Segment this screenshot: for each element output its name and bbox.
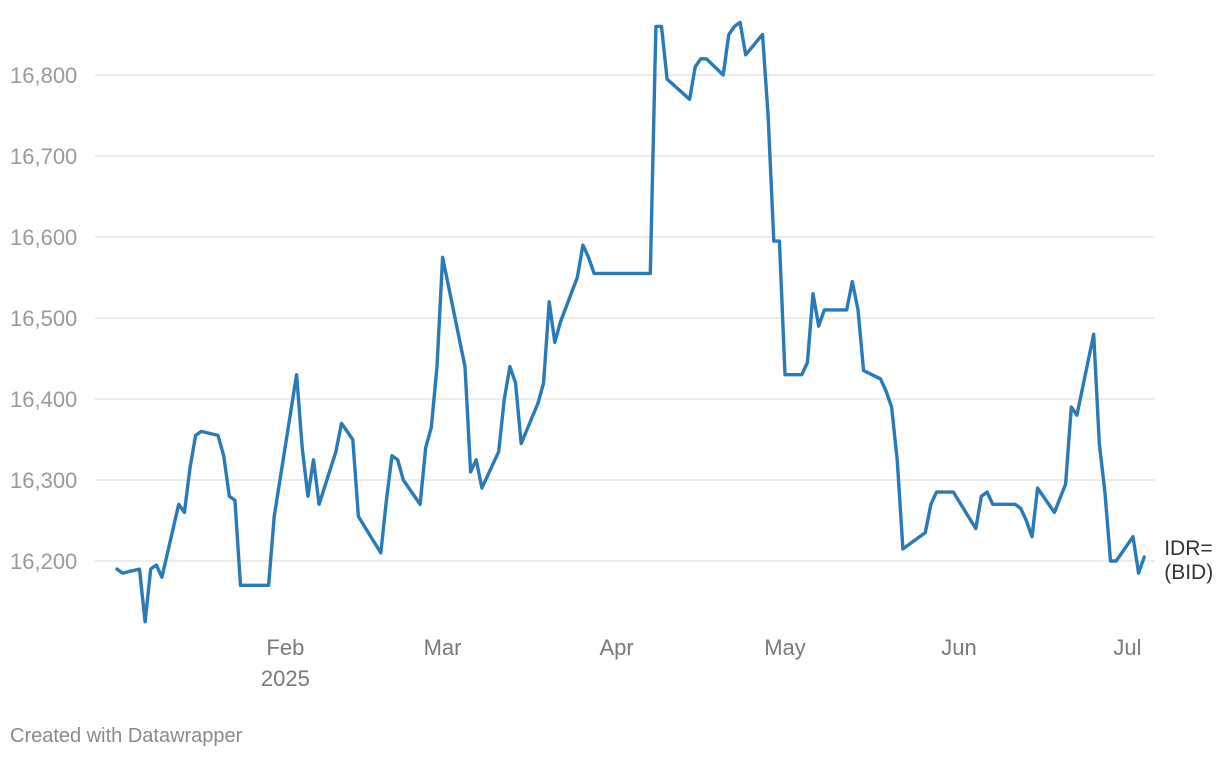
x-tick-sublabel-year: 2025 [261,666,310,691]
series-label-layer: IDR=(BID) [1164,537,1213,584]
y-axis-tick-labels: 16,200 16,300 16,400 16,500 16,600 16,700 16,8… [10,63,77,574]
y-tick-label-16200: 16,200 [10,549,77,574]
series-line-0 [115,20,1146,624]
x-axis-tick-labels: Feb 2025 Mar Apr May Jun Jul [261,635,1142,691]
x-tick-label-feb: Feb [266,635,304,660]
x-tick-label-jun: Jun [941,635,976,660]
x-tick-label-mar: Mar [424,635,462,660]
y-tick-label-16600: 16,600 [10,225,77,250]
x-tick-label-may: May [764,635,806,660]
series-layer [115,20,1146,624]
footer-credit: Created with Datawrapper [10,725,243,747]
x-tick-label-jul: Jul [1113,635,1141,660]
y-tick-label-16300: 16,300 [10,468,77,493]
grid-lines [95,74,1155,562]
y-tick-label-16700: 16,700 [10,144,77,169]
y-tick-label-16500: 16,500 [10,306,77,331]
x-tick-label-apr: Apr [599,635,633,660]
series-label-line-0: IDR= [1164,537,1212,560]
y-tick-label-16800: 16,800 [10,63,77,88]
series-label-line-1: (BID) [1164,561,1213,584]
y-tick-label-16400: 16,400 [10,387,77,412]
